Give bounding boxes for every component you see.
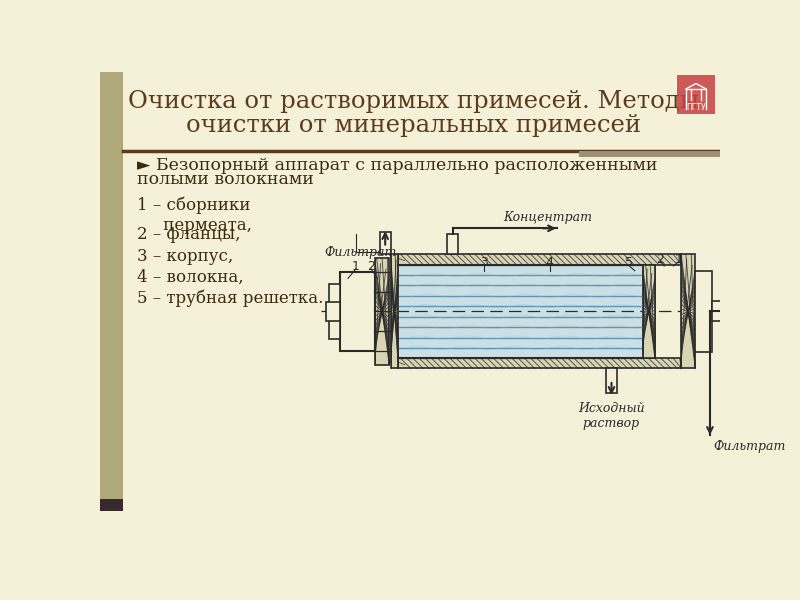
Bar bbox=[390, 254, 398, 368]
Bar bbox=[695, 271, 712, 352]
Bar bbox=[606, 368, 617, 393]
Bar bbox=[100, 72, 123, 511]
Text: 4 – волокна,: 4 – волокна, bbox=[138, 269, 244, 286]
Text: 1: 1 bbox=[352, 260, 360, 272]
Text: 2 – фланцы,: 2 – фланцы, bbox=[138, 226, 241, 243]
Bar bbox=[682, 254, 695, 368]
Bar bbox=[380, 232, 390, 254]
Text: Концентрат: Концентрат bbox=[503, 211, 592, 224]
Bar bbox=[398, 358, 682, 368]
Text: 4: 4 bbox=[546, 256, 554, 269]
Bar bbox=[100, 499, 123, 511]
Text: 3 – корпус,: 3 – корпус, bbox=[138, 248, 234, 265]
Text: Исходный
раствор: Исходный раствор bbox=[578, 403, 645, 430]
Text: 1 – сборники
     пермеата,: 1 – сборники пермеата, bbox=[138, 197, 252, 234]
Bar bbox=[579, 151, 720, 157]
Bar bbox=[447, 234, 458, 254]
Text: полыми волокнами: полыми волокнами bbox=[138, 172, 314, 188]
Bar bbox=[642, 265, 655, 358]
Bar bbox=[329, 284, 340, 339]
Text: очистки от минеральных примесей: очистки от минеральных примесей bbox=[186, 115, 642, 137]
Bar bbox=[340, 272, 375, 351]
Bar bbox=[677, 75, 715, 113]
Text: 2: 2 bbox=[367, 260, 375, 272]
Bar bbox=[326, 302, 340, 321]
Bar bbox=[398, 254, 682, 265]
Text: ► Безопорный аппарат с параллельно расположенными: ► Безопорный аппарат с параллельно распо… bbox=[138, 157, 658, 173]
Bar bbox=[375, 259, 389, 365]
Text: Фильтрат: Фильтрат bbox=[713, 440, 786, 453]
Text: 5 – трубная решетка.: 5 – трубная решетка. bbox=[138, 290, 323, 307]
Text: Очистка от растворимых примесей. Методы: Очистка от растворимых примесей. Методы bbox=[128, 90, 699, 113]
Text: 3: 3 bbox=[480, 256, 487, 269]
Text: Фильтрат: Фильтрат bbox=[325, 245, 397, 259]
Text: 1: 1 bbox=[675, 253, 683, 266]
Bar bbox=[398, 265, 642, 358]
Text: 5: 5 bbox=[625, 256, 633, 269]
Text: 2: 2 bbox=[656, 253, 664, 266]
Text: ПГТУ: ПГТУ bbox=[686, 103, 706, 112]
Bar bbox=[712, 301, 726, 322]
